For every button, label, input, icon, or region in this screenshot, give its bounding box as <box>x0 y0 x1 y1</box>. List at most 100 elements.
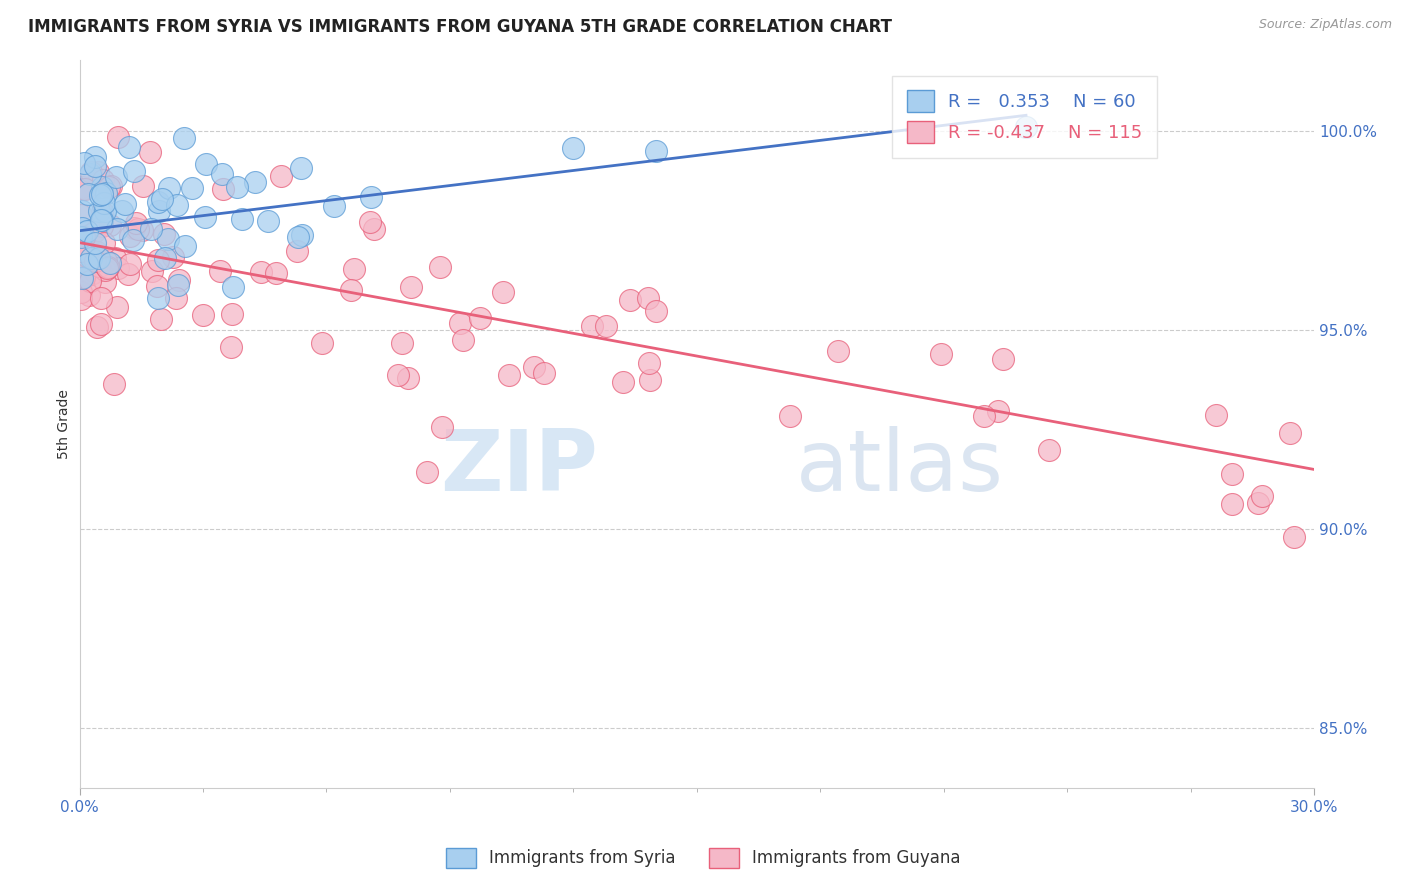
Point <box>77 287 100 301</box>
Point <box>340 283 363 297</box>
Point <box>644 144 666 158</box>
Point <box>174 239 197 253</box>
Point <box>94 186 117 201</box>
Point <box>72 241 94 255</box>
Point <box>148 204 170 219</box>
Point <box>97 260 120 274</box>
Point <box>86 320 108 334</box>
Point <box>70 271 93 285</box>
Point <box>195 157 218 171</box>
Point <box>291 228 314 243</box>
Point <box>90 204 112 219</box>
Text: ZIP: ZIP <box>440 425 598 508</box>
Point <box>245 175 267 189</box>
Legend: R =   0.353    N = 60, R = -0.437    N = 115: R = 0.353 N = 60, R = -0.437 N = 115 <box>893 76 1157 158</box>
Point <box>166 198 188 212</box>
Point <box>139 145 162 159</box>
Point <box>148 291 170 305</box>
Point <box>83 225 105 239</box>
Point <box>1279 425 1302 440</box>
Point <box>929 347 952 361</box>
Point <box>122 233 145 247</box>
Legend: Immigrants from Syria, Immigrants from Guyana: Immigrants from Syria, Immigrants from G… <box>439 841 967 875</box>
Point <box>76 224 98 238</box>
Point <box>595 319 617 334</box>
Point <box>90 219 112 233</box>
Point <box>156 232 179 246</box>
Point <box>93 235 115 250</box>
Point <box>562 141 585 155</box>
Point <box>107 261 129 276</box>
Point <box>75 181 97 195</box>
Point <box>231 212 253 227</box>
Point <box>219 340 242 354</box>
Point <box>1015 120 1038 135</box>
Point <box>827 344 849 359</box>
Point <box>221 307 243 321</box>
Point <box>94 263 117 277</box>
Point <box>165 291 187 305</box>
Point <box>429 260 451 275</box>
Point <box>98 255 121 269</box>
Point <box>399 280 422 294</box>
Point <box>638 356 661 370</box>
Point <box>84 150 107 164</box>
Point <box>72 270 94 285</box>
Point <box>468 310 491 325</box>
Point <box>211 182 233 196</box>
Point <box>79 167 101 181</box>
Point <box>69 292 91 306</box>
Point <box>1247 496 1270 510</box>
Point <box>70 244 93 259</box>
Point <box>91 173 114 187</box>
Point <box>153 227 176 241</box>
Point <box>125 216 148 230</box>
Point <box>90 292 112 306</box>
Point <box>107 130 129 145</box>
Point <box>90 317 112 331</box>
Point <box>986 404 1008 418</box>
Point <box>77 186 100 201</box>
Point <box>127 221 149 235</box>
Point <box>391 336 413 351</box>
Point <box>638 373 661 387</box>
Point <box>111 204 134 219</box>
Point <box>257 214 280 228</box>
Point <box>86 245 108 260</box>
Point <box>991 351 1014 366</box>
Point <box>645 303 668 318</box>
Point <box>209 264 232 278</box>
Point <box>76 257 98 271</box>
Point <box>416 465 439 479</box>
Point <box>105 301 128 315</box>
Point <box>250 265 273 279</box>
Point <box>72 230 94 244</box>
Point <box>86 165 108 179</box>
Point <box>157 181 180 195</box>
Point <box>637 291 659 305</box>
Point <box>83 159 105 173</box>
Point <box>270 169 292 183</box>
Point <box>131 223 153 237</box>
Point <box>118 140 141 154</box>
Point <box>76 249 98 263</box>
Point <box>173 131 195 145</box>
Point <box>75 267 97 281</box>
Point <box>363 222 385 236</box>
Point <box>118 257 141 271</box>
Point <box>90 186 112 201</box>
Point <box>1220 497 1243 511</box>
Point <box>94 203 117 218</box>
Point <box>105 221 128 235</box>
Point <box>451 333 474 347</box>
Point <box>211 167 233 181</box>
Point <box>492 285 515 300</box>
Point <box>148 195 170 210</box>
Point <box>612 375 634 389</box>
Point <box>83 236 105 251</box>
Point <box>132 179 155 194</box>
Point <box>80 251 103 265</box>
Point <box>323 199 346 213</box>
Point <box>100 179 122 194</box>
Point <box>1220 467 1243 481</box>
